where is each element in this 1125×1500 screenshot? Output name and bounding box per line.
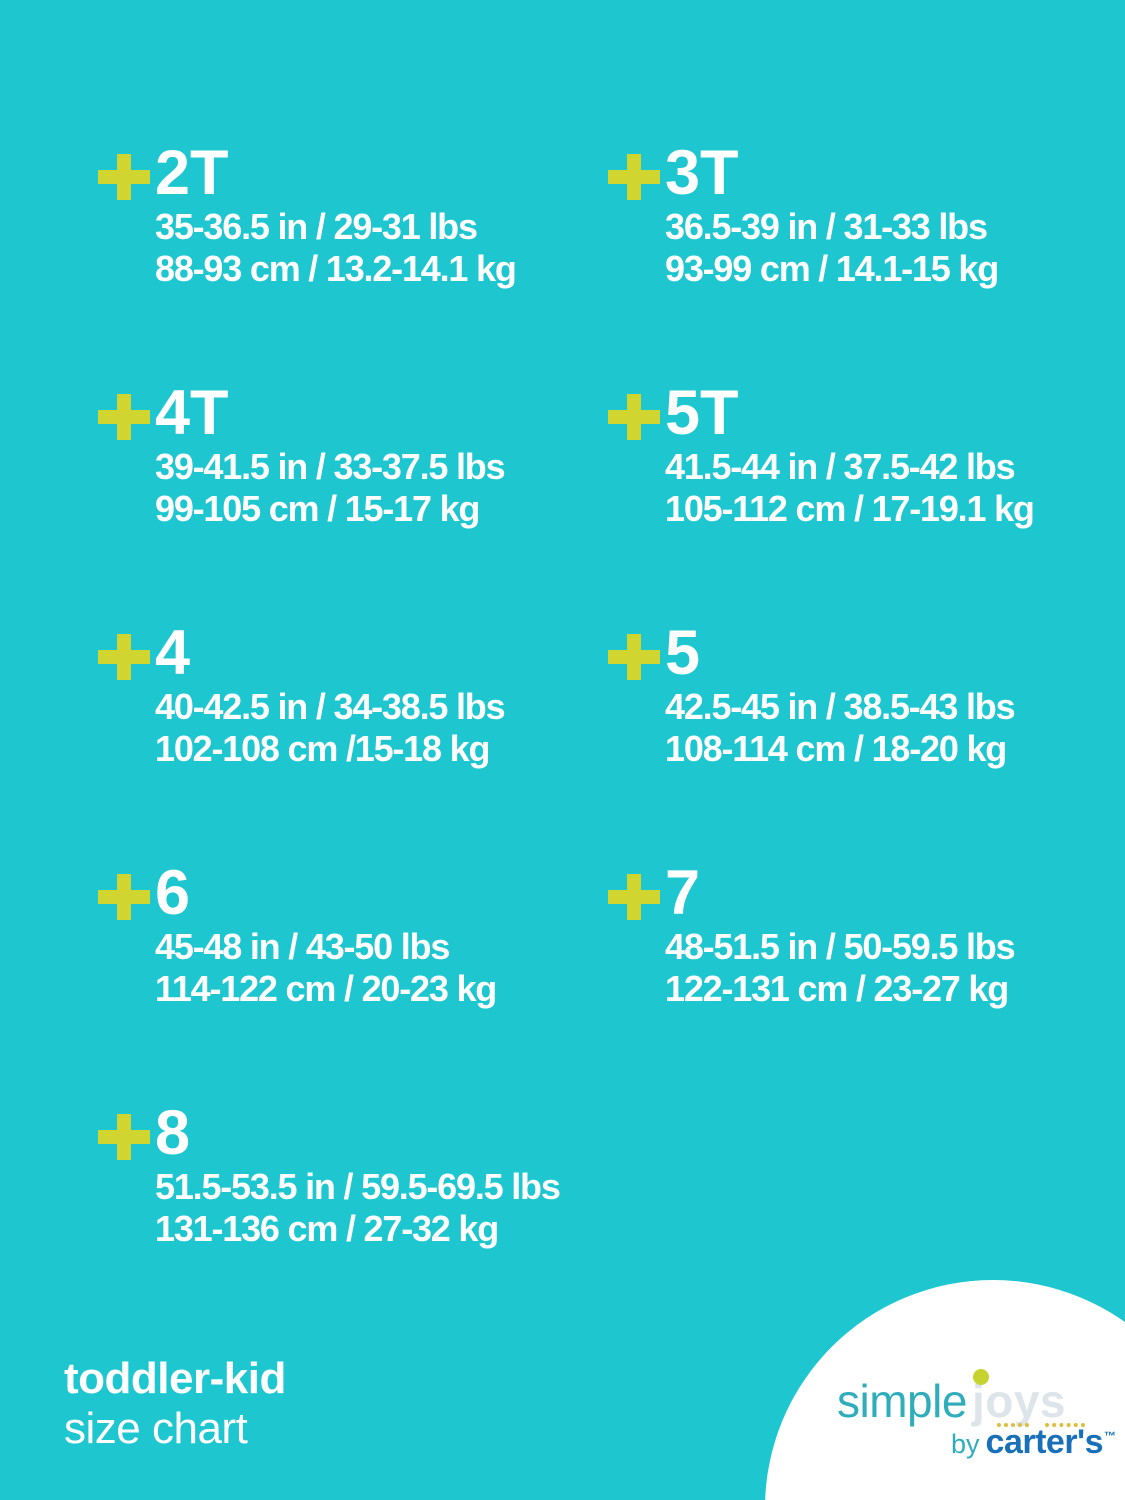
plus-icon: [608, 874, 660, 920]
size-imperial: 39-41.5 in / 33-37.5 lbs: [155, 446, 506, 487]
logo-circle: simple joys by carter's ™: [765, 1280, 1125, 1500]
size-label: 5: [665, 618, 701, 688]
logo-word-joys: joys: [971, 1375, 1066, 1427]
plus-icon: [98, 634, 150, 680]
chart-title: toddler-kid size chart: [64, 1354, 286, 1454]
size-label: 4: [155, 618, 191, 688]
size-imperial: 42.5-45 in / 38.5-43 lbs: [665, 686, 1016, 727]
size-imperial: 41.5-44 in / 37.5-42 lbs: [665, 446, 1016, 487]
logo-word-simple: simple: [837, 1375, 967, 1427]
plus-icon: [608, 394, 660, 440]
chart-title-line2: size chart: [64, 1404, 248, 1453]
size-metric: 131-136 cm / 27-32 kg: [155, 1208, 499, 1249]
size-metric: 122-131 cm / 23-27 kg: [665, 968, 1009, 1009]
size-imperial: 36.5-39 in / 31-33 lbs: [665, 206, 988, 247]
size-imperial: 35-36.5 in / 29-31 lbs: [155, 206, 478, 247]
trademark-symbol: ™: [1104, 1429, 1117, 1443]
size-metric: 105-112 cm / 17-19.1 kg: [665, 488, 1035, 529]
size-label: 5T: [665, 378, 739, 448]
plus-icon: [98, 154, 150, 200]
plus-icon: [98, 394, 150, 440]
size-imperial: 48-51.5 in / 50-59.5 lbs: [665, 926, 1016, 967]
stitch-dots-icon: [1045, 1423, 1085, 1427]
logo-word-joys-wrap: joys: [971, 1369, 1066, 1427]
size-metric: 108-114 cm / 18-20 kg: [665, 728, 1007, 769]
size-entry-7: 7 48-51.5 in / 50-59.5 lbs 122-131 cm / …: [608, 858, 1016, 1010]
size-label: 3T: [665, 138, 739, 208]
size-metric: 102-108 cm /15-18 kg: [155, 728, 490, 769]
plus-icon: [98, 874, 150, 920]
size-entry-4t: 4T 39-41.5 in / 33-37.5 lbs 99-105 cm / …: [98, 378, 506, 530]
plus-icon: [98, 1114, 150, 1160]
size-metric: 88-93 cm / 13.2-14.1 kg: [155, 248, 517, 289]
size-entry-3t: 3T 36.5-39 in / 31-33 lbs 93-99 cm / 14.…: [608, 138, 999, 290]
plus-icon: [608, 634, 660, 680]
size-metric: 99-105 cm / 15-17 kg: [155, 488, 480, 529]
size-label: 4T: [155, 378, 229, 448]
size-imperial: 51.5-53.5 in / 59.5-69.5 lbs: [155, 1166, 561, 1207]
chart-title-line1: toddler-kid: [64, 1354, 286, 1403]
size-entry-5: 5 42.5-45 in / 38.5-43 lbs 108-114 cm / …: [608, 618, 1016, 770]
size-label: 2T: [155, 138, 229, 208]
stitch-dots-icon: [997, 1423, 1029, 1427]
size-entry-8: 8 51.5-53.5 in / 59.5-69.5 lbs 131-136 c…: [98, 1098, 561, 1250]
size-label: 7: [665, 858, 701, 928]
logo-by-carters: by carter's ™: [951, 1425, 1116, 1461]
size-label: 6: [155, 858, 191, 928]
logo-simple-joys: simple joys: [837, 1369, 1066, 1427]
size-imperial: 40-42.5 in / 34-38.5 lbs: [155, 686, 506, 727]
size-entry-5t: 5T 41.5-44 in / 37.5-42 lbs 105-112 cm /…: [608, 378, 1035, 530]
size-entry-4: 4 40-42.5 in / 34-38.5 lbs 102-108 cm /1…: [98, 618, 506, 770]
joys-j-dot-icon: [972, 1369, 989, 1385]
plus-icon: [608, 154, 660, 200]
logo-word-by: by: [951, 1429, 980, 1459]
size-entry-6: 6 45-48 in / 43-50 lbs 114-122 cm / 20-2…: [98, 858, 497, 1010]
size-entry-2t: 2T 35-36.5 in / 29-31 lbs 88-93 cm / 13.…: [98, 138, 517, 290]
size-metric: 114-122 cm / 20-23 kg: [155, 968, 497, 1009]
size-imperial: 45-48 in / 43-50 lbs: [155, 926, 450, 967]
logo-word-carters: carter's: [985, 1423, 1104, 1461]
size-metric: 93-99 cm / 14.1-15 kg: [665, 248, 999, 289]
size-label: 8: [155, 1098, 191, 1168]
